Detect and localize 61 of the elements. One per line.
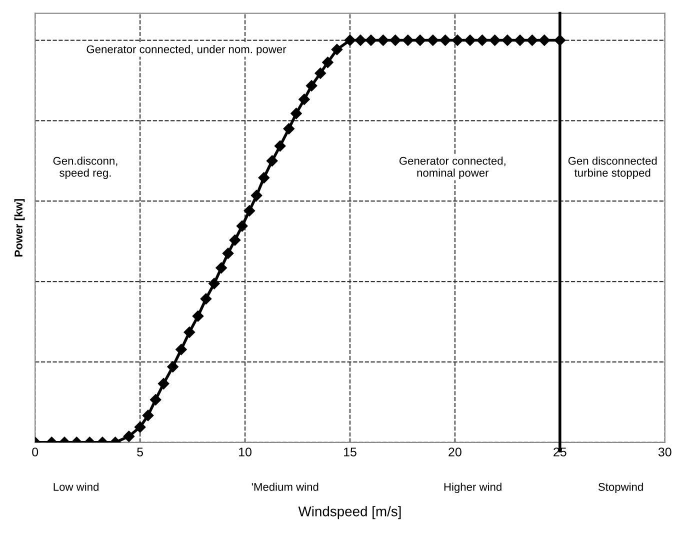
point [184, 326, 195, 338]
point [176, 344, 187, 356]
point [427, 34, 439, 46]
point [414, 34, 426, 46]
point [390, 34, 401, 46]
point [464, 34, 476, 46]
point [526, 34, 538, 46]
point [402, 34, 414, 46]
point [244, 205, 256, 216]
point [134, 422, 146, 433]
x-tick-label: 20 [448, 448, 462, 456]
text: 'Medium wind [252, 482, 318, 491]
x-axis-title: Windspeed [m/s] [298, 506, 401, 520]
point [150, 394, 162, 406]
x-tick-label: 5 [137, 448, 144, 456]
point [250, 190, 262, 202]
x-tick-label: 10 [239, 448, 252, 456]
point [365, 34, 377, 46]
point [538, 34, 550, 46]
point [314, 68, 326, 79]
point [322, 56, 334, 68]
point [514, 34, 526, 46]
x-tick-label: 0 [32, 448, 38, 456]
text: Low wind [54, 482, 98, 491]
point [344, 34, 356, 46]
point [229, 234, 241, 246]
text: Stopwind [598, 482, 643, 494]
point [208, 278, 220, 290]
text: Higher wind [444, 482, 502, 494]
point [476, 34, 488, 46]
point [123, 430, 135, 442]
point [502, 34, 514, 46]
x-tick-label: 25 [554, 448, 566, 456]
y-axis-title: Power [kw] [14, 199, 25, 256]
point [158, 378, 170, 390]
annotation: Generator connected, nominal power [399, 156, 506, 179]
point [236, 220, 248, 232]
point [266, 155, 278, 167]
point [142, 410, 154, 422]
x-tick-label: 30 [658, 448, 672, 456]
point [298, 94, 310, 105]
point [167, 361, 178, 372]
annotation: Gen disconnected turbine stopped [568, 156, 657, 179]
point [222, 248, 234, 259]
point [283, 123, 295, 134]
point [200, 293, 212, 304]
point [216, 262, 227, 274]
point [258, 172, 270, 184]
point [354, 34, 366, 46]
point [290, 108, 302, 120]
point [452, 34, 464, 46]
point [192, 310, 204, 322]
point [378, 34, 389, 46]
point [331, 44, 343, 56]
x-tick-label: 15 [344, 448, 356, 456]
point [306, 80, 318, 92]
point [489, 34, 500, 46]
annotation: Generator connected, under nom. power [86, 45, 286, 56]
point [440, 34, 451, 46]
annotation: Gen.disconn, speed reg. [53, 156, 118, 179]
point [274, 140, 286, 152]
